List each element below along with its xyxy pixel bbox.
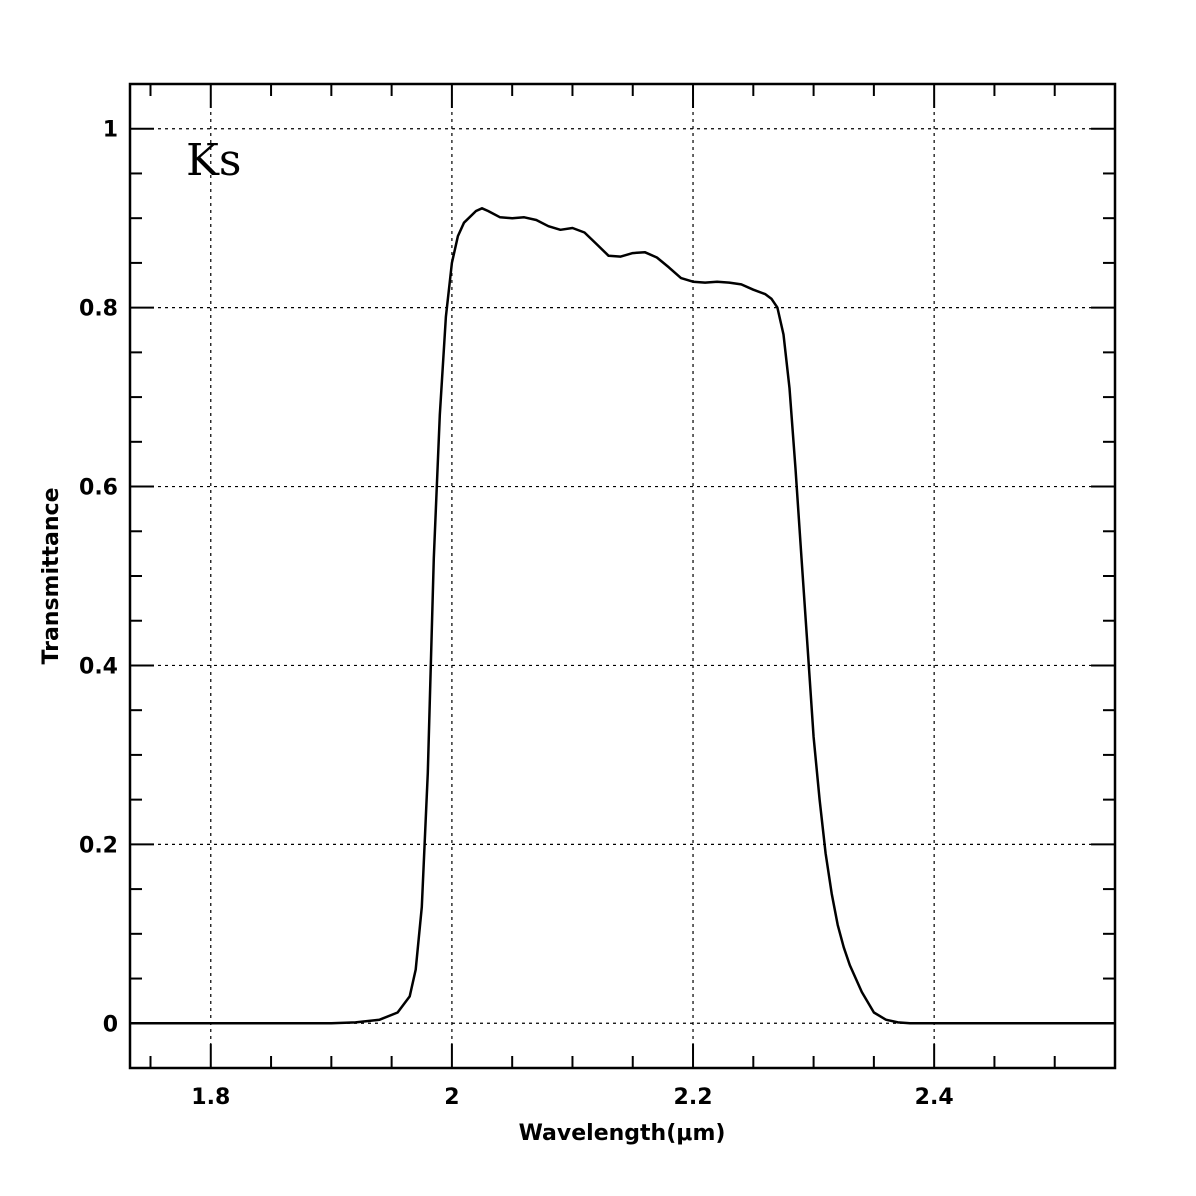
- plot-frame: [128, 82, 1117, 1070]
- y-tick-label: 0.4: [79, 654, 118, 679]
- transmittance-curve: [130, 207, 1115, 1025]
- band-annotation: Ks: [186, 135, 241, 186]
- y-tick-label: 0.8: [79, 297, 118, 322]
- y-tick-label: 0.6: [79, 476, 118, 501]
- x-tick-label: 2: [444, 1085, 459, 1110]
- x-tick-label: 2.2: [674, 1085, 713, 1110]
- series-layer: [130, 207, 1115, 1025]
- grid-lines: [130, 84, 1115, 1068]
- y-axis-title: Transmittance: [39, 487, 64, 664]
- tick-labels: 1.8 2 2.2 2.4 0 0.2 0.4 0.6 0.8 1: [79, 118, 954, 1110]
- y-tick-label: 0: [103, 1012, 118, 1037]
- axis-ticks: [130, 83, 1116, 1069]
- y-tick-label: 0.2: [79, 833, 118, 858]
- x-axis-title: Wavelength(μm): [519, 1121, 726, 1146]
- x-tick-label: 1.8: [191, 1085, 230, 1110]
- x-tick-label: 2.4: [915, 1085, 954, 1110]
- y-tick-label: 1: [103, 118, 118, 143]
